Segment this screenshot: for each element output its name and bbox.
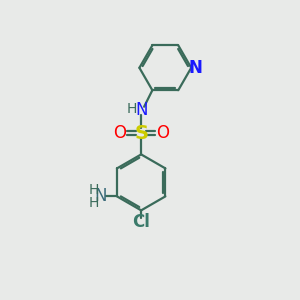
Text: O: O xyxy=(157,124,169,142)
Text: S: S xyxy=(134,124,148,143)
Text: H: H xyxy=(127,102,137,116)
Text: N: N xyxy=(94,188,107,206)
Text: H: H xyxy=(89,183,100,197)
Text: Cl: Cl xyxy=(132,213,150,231)
Text: O: O xyxy=(113,124,126,142)
Text: N: N xyxy=(189,59,202,77)
Text: N: N xyxy=(135,101,147,119)
Text: H: H xyxy=(89,196,100,210)
